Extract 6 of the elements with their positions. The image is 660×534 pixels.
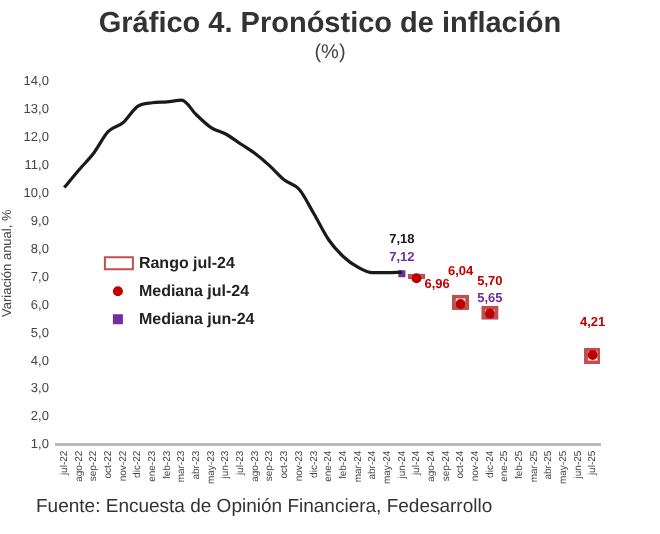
legend-label: Rango jul-24 [138, 253, 237, 272]
legend-label: Mediana jun-24 [138, 309, 256, 328]
legend-label: Mediana jul-24 [138, 281, 251, 300]
chart-subtitle: (%) [312, 42, 348, 66]
source-note: Fuente: Encuesta de Opinión Financiera, Fedesarrollo [34, 496, 495, 518]
chart-title: Gráfico 4. Pronóstico de inflación [96, 8, 564, 42]
